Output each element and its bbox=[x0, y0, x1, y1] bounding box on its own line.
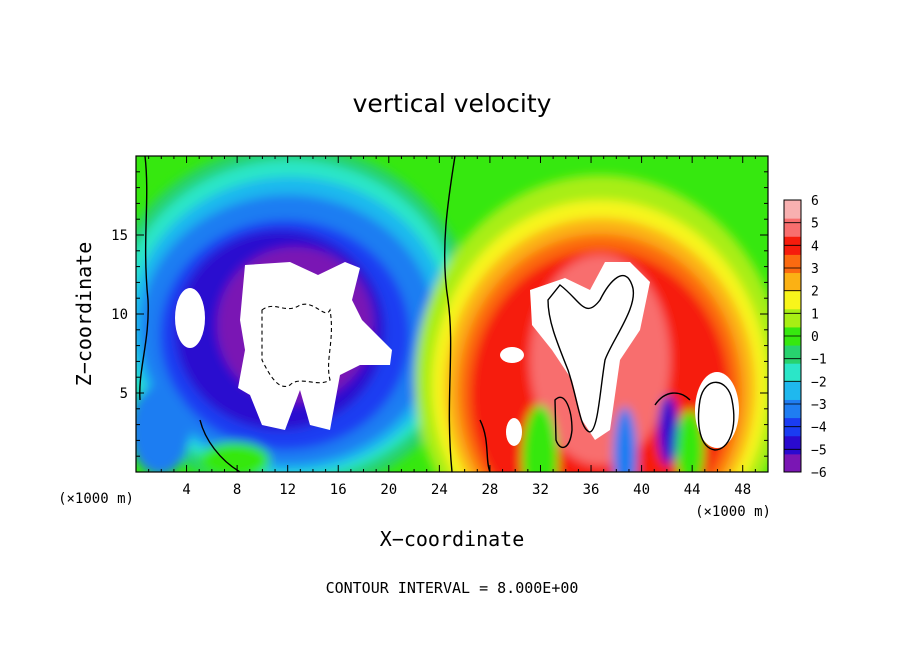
contour-plus8 bbox=[697, 381, 735, 451]
x-tick-label: 16 bbox=[330, 482, 347, 498]
colorbar-label: 4 bbox=[811, 239, 819, 254]
colorbar-label: 2 bbox=[811, 285, 819, 300]
field-saturated-negative bbox=[175, 288, 205, 348]
zero-contour bbox=[199, 419, 241, 472]
x-tick-label: 36 bbox=[583, 482, 600, 498]
x-tick-label: 32 bbox=[532, 482, 549, 498]
field-streak bbox=[200, 442, 270, 472]
colorbar-label: −5 bbox=[811, 443, 827, 458]
contour-interval-label: CONTOUR INTERVAL = 8.000E+00 bbox=[326, 579, 579, 597]
colorbar-swatch bbox=[784, 363, 801, 382]
colorbar-label: −1 bbox=[811, 353, 827, 368]
colorbar-label: −6 bbox=[811, 466, 827, 481]
colorbar-label: 6 bbox=[811, 194, 819, 209]
y-axis-label: Z−coordinate bbox=[72, 242, 96, 387]
colorbar-swatch bbox=[784, 381, 801, 400]
contour-minus8 bbox=[261, 303, 332, 387]
field-streak bbox=[522, 405, 558, 472]
chart-title: vertical velocity bbox=[353, 89, 552, 118]
x-tick-label: 40 bbox=[633, 482, 650, 498]
field-saturated-positive bbox=[506, 418, 522, 446]
x-tick-label: 24 bbox=[431, 482, 448, 498]
colorbar-label: −3 bbox=[811, 398, 827, 413]
colorbar-label: 3 bbox=[811, 262, 819, 277]
colorbar-swatch bbox=[784, 345, 801, 364]
colorbar-label: −4 bbox=[811, 421, 827, 436]
colorbar-swatch bbox=[784, 218, 801, 237]
field-saturated-negative bbox=[238, 262, 392, 430]
x-axis: 4 8 12 16 20 24 28 32 36 40 44 48 bbox=[148, 156, 756, 498]
x-axis-label: X−coordinate bbox=[380, 527, 525, 551]
colorbar-swatch bbox=[784, 200, 801, 219]
colorbar-swatch bbox=[784, 272, 801, 292]
colorbar: −6 −5 −4 −3 −2 −1 0 1 2 3 4 5 6 bbox=[783, 194, 827, 481]
x-tick-label: 44 bbox=[684, 482, 701, 498]
colorbar-label: 5 bbox=[811, 217, 819, 232]
y-axis: 5 10 15 bbox=[111, 171, 768, 457]
contour-lines bbox=[139, 156, 735, 472]
colorbar-swatch bbox=[784, 308, 801, 328]
colorbar-swatch bbox=[784, 399, 801, 419]
y-tick-label: 5 bbox=[120, 386, 128, 402]
velocity-field bbox=[136, 156, 768, 472]
colorbar-label: −2 bbox=[811, 375, 827, 390]
contour-plus8 bbox=[554, 396, 573, 449]
contour-minus8 bbox=[261, 303, 332, 387]
x-tick-label: 4 bbox=[182, 482, 190, 498]
y-tick-label: 10 bbox=[111, 307, 128, 323]
zero-contour bbox=[443, 156, 456, 472]
zero-contour bbox=[139, 156, 149, 401]
x-unit-left: (×1000 m) bbox=[58, 491, 134, 507]
x-tick-label: 8 bbox=[233, 482, 241, 498]
field-saturated-positive bbox=[500, 347, 524, 363]
contour-plus8 bbox=[547, 274, 635, 433]
x-tick-label: 48 bbox=[734, 482, 751, 498]
x-tick-label: 12 bbox=[279, 482, 296, 498]
colorbar-swatch bbox=[784, 290, 801, 310]
field-streak bbox=[136, 385, 190, 472]
colorbar-swatch bbox=[784, 453, 801, 473]
x-tick-label: 28 bbox=[481, 482, 498, 498]
y-tick-label: 15 bbox=[111, 228, 128, 244]
field-streak bbox=[613, 407, 637, 472]
colorbar-label: 1 bbox=[811, 307, 819, 322]
colorbar-swatch bbox=[784, 254, 801, 274]
x-tick-label: 20 bbox=[380, 482, 397, 498]
zero-contour bbox=[654, 392, 691, 406]
field-saturated-positive bbox=[530, 262, 650, 440]
colorbar-label: 0 bbox=[811, 330, 819, 345]
field-saturated-positive bbox=[695, 372, 739, 448]
colorbar-swatch bbox=[784, 435, 801, 455]
field-streak bbox=[658, 395, 678, 465]
zero-contour bbox=[479, 419, 491, 472]
x-unit-right: (×1000 m) bbox=[695, 504, 771, 520]
